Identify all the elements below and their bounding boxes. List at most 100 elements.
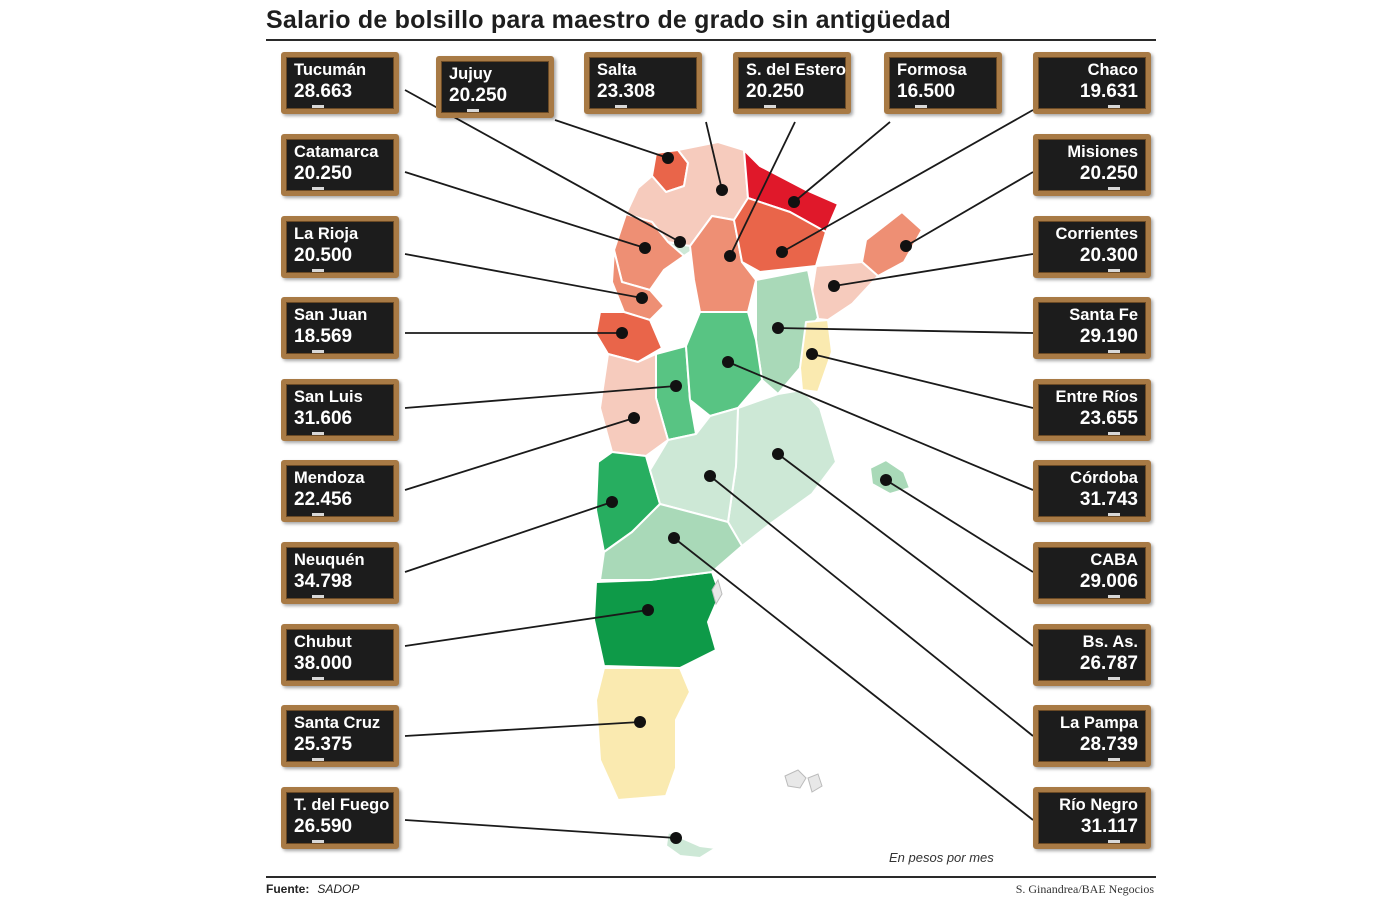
leader-line-mendoza — [404, 417, 635, 491]
province-marker-chaco — [776, 246, 788, 258]
province-region-santacruz[interactable] — [595, 667, 691, 801]
chalk-piece — [915, 105, 927, 108]
leader-line-jujuy — [554, 119, 669, 159]
leader-line-chaco — [781, 109, 1034, 253]
province-name: Neuquén — [294, 551, 365, 569]
province-marker-entrerios — [806, 348, 818, 360]
source-label: Fuente: — [266, 882, 310, 896]
salary-board-jujuy: Jujuy 20.250 — [436, 56, 554, 118]
province-name: Bs. As. — [1082, 633, 1138, 651]
salary-board-rionegro: Río Negro 31.117 — [1033, 787, 1151, 849]
chalk-piece — [312, 595, 324, 598]
leader-line-chubut — [404, 609, 649, 647]
province-marker-neuquen — [606, 496, 618, 508]
province-marker-catamarca — [639, 242, 651, 254]
province-marker-bsas — [772, 448, 784, 460]
chalk-piece — [312, 269, 324, 272]
salary-board-neuquen: Neuquén 34.798 — [281, 542, 399, 604]
province-marker-rionegro — [668, 532, 680, 544]
chalk-piece — [312, 187, 324, 190]
province-name: Santa Fe — [1069, 306, 1138, 324]
chalk-piece — [1108, 513, 1120, 516]
province-region-corrientes[interactable] — [807, 261, 879, 321]
chalk-piece — [1108, 432, 1120, 435]
province-region-misiones[interactable] — [861, 211, 923, 277]
salary-board-corrientes: Corrientes 20.300 — [1033, 216, 1151, 278]
salary-board-santafe: Santa Fe 29.190 — [1033, 297, 1151, 359]
chalk-piece — [312, 350, 324, 353]
province-region-bsas[interactable] — [727, 389, 837, 547]
province-marker-misiones — [900, 240, 912, 252]
province-salary: 20.250 — [1079, 163, 1138, 184]
leader-line-lapampa — [709, 475, 1034, 737]
leader-line-catamarca — [404, 171, 646, 249]
province-marker-cordoba — [722, 356, 734, 368]
chalk-piece — [615, 105, 627, 108]
chalk-piece — [1108, 595, 1120, 598]
province-region-larioja[interactable] — [611, 249, 665, 321]
leader-line-corrientes — [833, 253, 1034, 287]
credit-line: S. Ginandrea/BAE Negocios — [1015, 882, 1154, 896]
province-region-sanjuan[interactable] — [595, 311, 663, 363]
island-shape-1 — [807, 773, 823, 793]
province-marker-formosa — [788, 196, 800, 208]
province-name: Santa Cruz — [294, 714, 381, 732]
province-salary: 26.787 — [1079, 653, 1138, 674]
leader-line-santacruz — [404, 721, 641, 737]
province-salary: 20.500 — [294, 245, 353, 266]
chalk-piece — [312, 105, 324, 108]
province-name: San Juan — [294, 306, 368, 324]
province-marker-jujuy — [662, 152, 674, 164]
province-salary: 28.739 — [1079, 734, 1138, 755]
province-region-chubut[interactable] — [593, 571, 721, 669]
map-title: Salario de bolsillo para maestro de grad… — [266, 6, 951, 34]
province-name: Entre Ríos — [1055, 388, 1138, 406]
province-marker-sanluis — [670, 380, 682, 392]
province-marker-caba — [880, 474, 892, 486]
salary-board-tucuman: Tucumán 28.663 — [281, 52, 399, 114]
province-name: Misiones — [1067, 143, 1138, 161]
chalk-piece — [1108, 677, 1120, 680]
province-marker-tdelfuego — [670, 832, 682, 844]
province-salary: 23.655 — [1079, 408, 1138, 429]
leader-line-santafe — [777, 327, 1034, 334]
province-salary: 16.500 — [897, 81, 956, 102]
salary-board-lapampa: La Pampa 28.739 — [1033, 705, 1151, 767]
province-salary: 38.000 — [294, 653, 353, 674]
province-region-chaco[interactable] — [733, 197, 827, 273]
leader-line-misiones — [905, 171, 1034, 247]
leader-line-bsas — [777, 453, 1034, 647]
province-name: T. del Fuego — [294, 796, 390, 814]
province-salary: 31.117 — [1080, 816, 1138, 837]
leader-line-caba — [885, 479, 1034, 573]
salary-board-chubut: Chubut 38.000 — [281, 624, 399, 686]
unit-note: En pesos por mes — [889, 850, 994, 865]
province-name: S. del Estero — [746, 61, 846, 79]
salary-board-bsas: Bs. As. 26.787 — [1033, 624, 1151, 686]
salary-board-misiones: Misiones 20.250 — [1033, 134, 1151, 196]
chalk-piece — [1108, 758, 1120, 761]
province-salary: 20.250 — [294, 163, 353, 184]
salary-board-sanluis: San Luis 31.606 — [281, 379, 399, 441]
province-salary: 22.456 — [294, 489, 353, 510]
province-name: La Rioja — [294, 225, 359, 243]
province-name: Tucumán — [294, 61, 367, 79]
island-shape-0 — [784, 769, 807, 789]
province-marker-corrientes — [828, 280, 840, 292]
province-salary: 29.006 — [1079, 571, 1138, 592]
province-marker-lapampa — [704, 470, 716, 482]
salary-board-mendoza: Mendoza 22.456 — [281, 460, 399, 522]
chalk-piece — [312, 840, 324, 843]
province-salary: 31.743 — [1079, 489, 1138, 510]
source-line: Fuente: SADOP — [266, 882, 359, 896]
province-name: Corrientes — [1055, 225, 1138, 243]
province-salary: 18.569 — [294, 326, 353, 347]
leader-line-larioja — [404, 253, 643, 299]
province-name: CABA — [1090, 551, 1138, 569]
province-marker-tucuman — [674, 236, 686, 248]
province-marker-sanjuan — [616, 327, 628, 339]
salary-board-sanjuan: San Juan 18.569 — [281, 297, 399, 359]
chalk-piece — [1108, 187, 1120, 190]
salary-board-larioja: La Rioja 20.500 — [281, 216, 399, 278]
province-name: Salta — [597, 61, 637, 79]
